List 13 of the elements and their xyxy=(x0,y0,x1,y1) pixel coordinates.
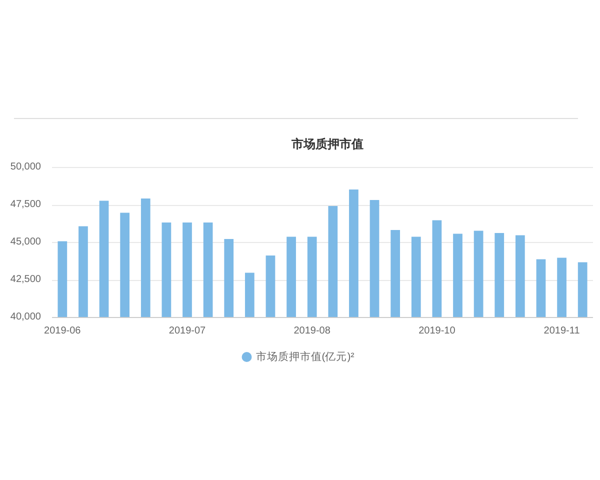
x-tick-label: 2019-11 xyxy=(544,326,580,336)
y-tick-label: 42,500 xyxy=(10,274,42,285)
y-tick-label: 45,000 xyxy=(10,236,42,248)
x-tick-label: 2019-08 xyxy=(294,326,331,336)
x-tick-label: 2019-07 xyxy=(168,326,206,336)
y-tick-label: 47,500 xyxy=(10,199,42,210)
y-tick-label: 40,000 xyxy=(10,312,42,322)
legend-label: 市场质押市值(亿元)² xyxy=(256,350,355,363)
legend: 市场质押市值(亿元)² xyxy=(242,351,354,363)
x-tick-label: 2019-10 xyxy=(418,326,456,336)
y-tick-label: 50,000 xyxy=(10,162,42,172)
x-tick-label: 2019-06 xyxy=(44,326,82,336)
chart-title: 市场质押市值 xyxy=(290,137,364,151)
